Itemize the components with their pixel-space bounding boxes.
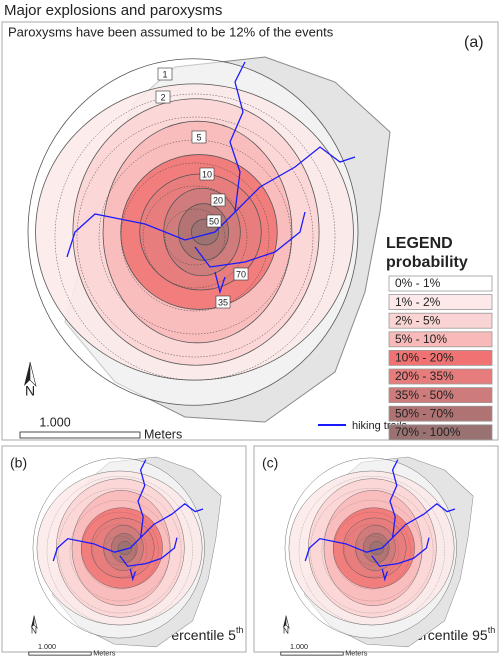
contour-label-box — [210, 193, 226, 207]
legend-swatch — [388, 294, 493, 311]
panel-c-frame — [253, 445, 499, 653]
legend-swatch — [388, 424, 493, 441]
contour-label: 35 — [218, 297, 228, 307]
scale-unit: Meters — [93, 648, 115, 656]
contour — [92, 523, 147, 578]
contour-label: 2 — [160, 92, 165, 102]
legend-swatch — [388, 349, 493, 366]
north-arrow — [29, 361, 37, 387]
map — [32, 456, 222, 648]
contour — [344, 523, 399, 578]
north-label: N — [31, 626, 37, 635]
panel-label: (b) — [10, 455, 27, 471]
hiking-trail — [389, 459, 399, 538]
legend-swatch — [388, 368, 493, 385]
north-arrow — [30, 615, 34, 629]
scale-bar — [28, 651, 92, 656]
north-label: N — [283, 626, 289, 635]
hiking-trail — [137, 459, 147, 538]
panel-caption: Percentile 5th — [162, 625, 243, 642]
legend-label: 0% - 1% — [395, 276, 441, 290]
hiking-trail — [229, 61, 246, 213]
panel-a-frame — [1, 21, 499, 441]
legend-swatch — [388, 387, 493, 404]
contour — [54, 93, 336, 381]
legend-label: 2% - 5% — [395, 313, 441, 327]
scale-value: 1.000 — [290, 642, 308, 651]
hiking-trail — [194, 211, 306, 268]
panel-subtitle: Paroxysms have been assumed to be 12% of… — [8, 24, 334, 39]
contour-label: 1 — [162, 69, 167, 79]
hiking-trail — [66, 146, 356, 258]
legend-swatch — [388, 275, 493, 292]
scale-unit: Meters — [144, 427, 182, 441]
contour-label: 20 — [213, 195, 223, 205]
legend-label: 5% - 10% — [395, 332, 447, 346]
legend-label: 1% - 2% — [395, 295, 441, 309]
contour-label-box — [155, 90, 171, 104]
contour — [356, 535, 388, 566]
contour-label-box — [215, 295, 231, 309]
north-label: N — [25, 383, 35, 399]
hiking-trail — [214, 271, 226, 295]
contour — [142, 185, 248, 289]
map — [284, 456, 474, 648]
legend-label: 70% - 100% — [395, 425, 461, 439]
scale-value: 1.000 — [38, 642, 56, 651]
north-arrow — [285, 615, 290, 630]
contour-label: 10 — [202, 169, 212, 179]
scale-unit: Meters — [345, 648, 367, 656]
contour-label-box — [199, 167, 215, 181]
scale-bar — [280, 651, 344, 656]
figure-title: Major explosions and paroxysms — [4, 2, 222, 19]
contour — [76, 116, 314, 358]
contour — [104, 535, 136, 566]
legend-label: 20% - 35% — [395, 369, 454, 383]
hiking-trail — [381, 568, 389, 582]
legend-swatch — [388, 312, 493, 329]
north-arrow — [33, 615, 38, 630]
legend-title: LEGEND — [386, 235, 453, 252]
hiking-trail — [52, 502, 204, 562]
legend-label: 50% - 70% — [395, 406, 454, 420]
panel-label: (a) — [464, 34, 484, 51]
hiking-trail — [119, 537, 178, 567]
hiking-trail — [304, 502, 456, 562]
legend-swatch — [388, 331, 493, 348]
hiking-trail — [371, 537, 430, 567]
map: 1 2 5 10 20 50 70 35 — [27, 56, 391, 423]
contour — [164, 208, 226, 266]
hazard-zone — [369, 541, 385, 555]
legend-swatch — [388, 405, 493, 422]
legend-label: 35% - 50% — [395, 388, 454, 402]
contour-label-box — [206, 214, 222, 228]
north-arrow — [282, 615, 286, 629]
legend-label: 10% - 20% — [395, 351, 454, 365]
hiking-trail — [129, 568, 137, 582]
contour-label: 5 — [196, 132, 201, 142]
scale-value: 1.000 — [39, 415, 70, 429]
contour — [120, 162, 270, 312]
contour-label-box — [157, 67, 173, 81]
contour-label-box — [233, 267, 249, 281]
contour-label: 70 — [236, 269, 246, 279]
contour-label: 50 — [209, 216, 219, 226]
panel-b-frame — [1, 445, 247, 653]
hazard-zone — [117, 541, 133, 555]
north-arrow — [24, 362, 30, 386]
legend-subtitle: probability — [386, 254, 468, 271]
panel-label: (c) — [262, 455, 278, 471]
contour-label-box — [191, 130, 207, 144]
scale-bar — [19, 431, 141, 439]
